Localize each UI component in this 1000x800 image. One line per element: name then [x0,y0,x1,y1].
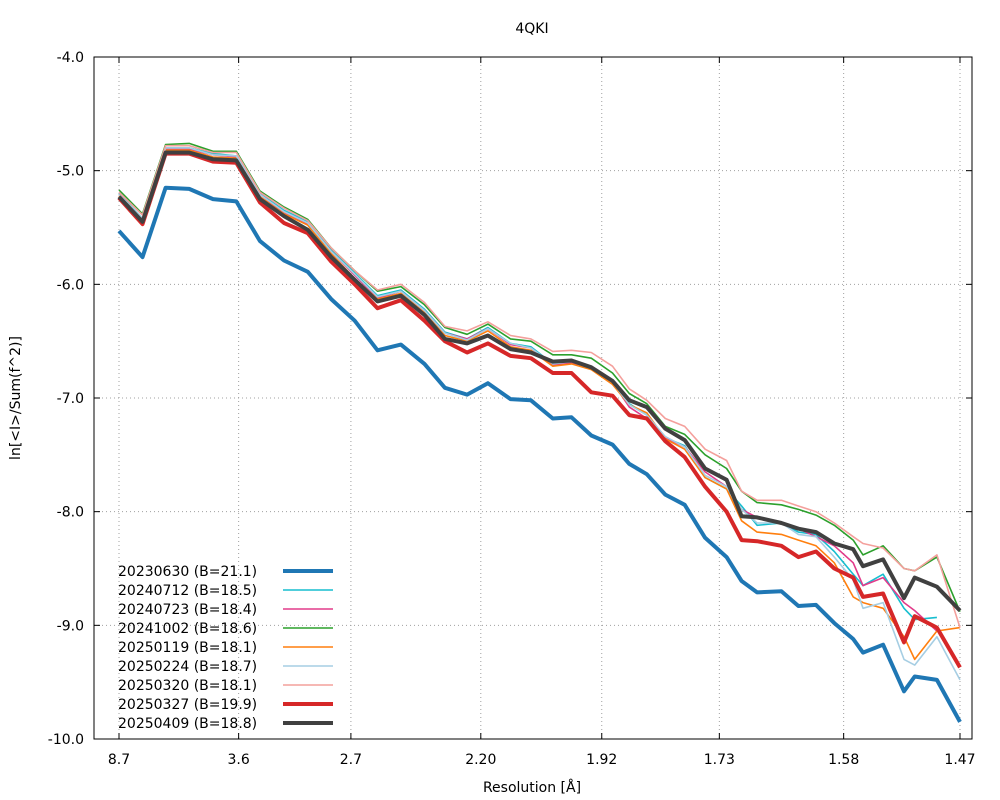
x-tick-label: 1.73 [704,752,735,768]
legend-label: 20250119 (B=18.1) [118,640,257,656]
y-tick-label: -4.0 [57,50,84,66]
y-tick-label: -6.0 [57,277,84,293]
x-tick-label: 3.6 [227,752,249,768]
x-tick-label: 2.20 [465,752,496,768]
grid [94,57,972,739]
y-tick-label: -7.0 [57,391,84,407]
chart-title: 4QKI [515,21,548,37]
legend-label: 20250327 (B=19.9) [118,697,257,713]
series-line-8 [117,151,962,669]
y-tick-label: -8.0 [57,505,84,521]
series-line-7 [118,144,961,628]
y-tick-label: -5.0 [57,164,84,180]
legend-label: 20250409 (B=18.8) [118,716,257,732]
y-tick-label: -10.0 [48,732,84,748]
x-tick-label: 1.92 [586,752,617,768]
series-line-1 [117,185,962,723]
legend-label: 20250224 (B=18.7) [118,659,257,675]
legend-label: 20240723 (B=18.4) [118,602,257,618]
x-tick-label: 8.7 [108,752,130,768]
legend-label: 20241002 (B=18.6) [118,621,257,637]
y-tick-label: -9.0 [57,618,84,634]
x-tick-label: 1.47 [944,752,975,768]
y-axis-label: ln[<I>/Sum(f^2)] [8,336,24,460]
series-line-9 [117,150,962,612]
x-tick-label: 2.7 [340,752,362,768]
series-line-4 [118,142,961,613]
series-lines [117,142,962,723]
legend-label: 20240712 (B=18.5) [118,583,257,599]
axis-ticks: 8.7 3.6 2.7 2.20 1.92 1.73 1.58 1.47 -4.0 -5.0 -6.… [48,50,976,768]
x-axis-label: Resolution [Å] [483,779,581,796]
x-tick-label: 1.58 [828,752,859,768]
legend: 20230630 (B=21.1) 20240712 (B=18.5) 202407… [118,564,333,732]
legend-label: 20250320 (B=18.1) [118,678,257,694]
legend-label: 20230630 (B=21.1) [118,564,257,580]
